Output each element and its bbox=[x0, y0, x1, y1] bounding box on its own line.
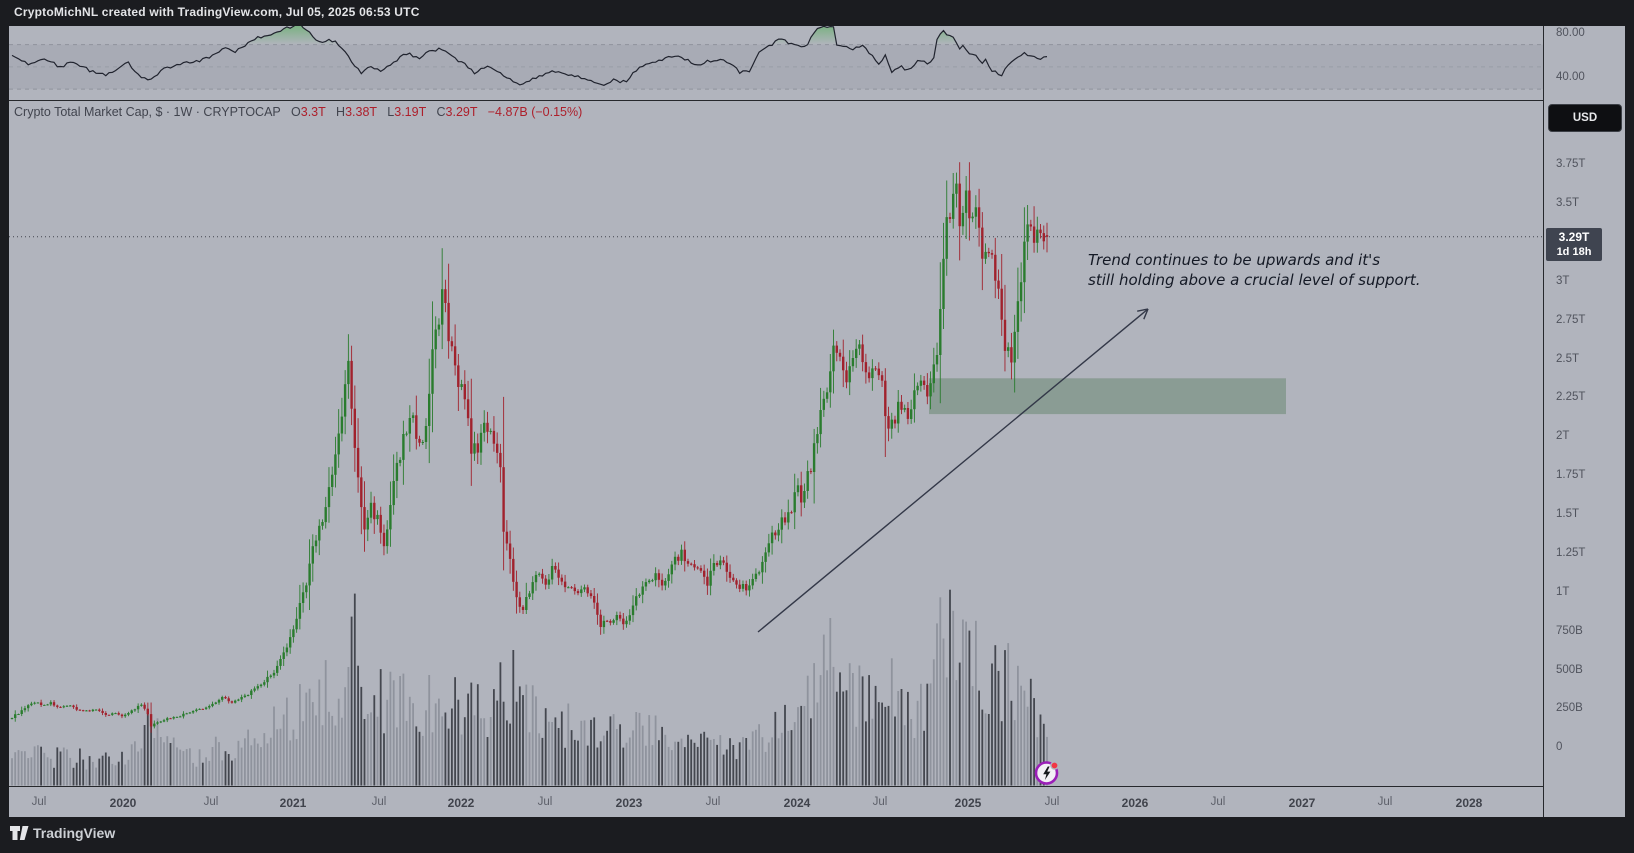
time-tick-month-label: Jul bbox=[537, 796, 553, 808]
ohlc-open-value: 3.3T bbox=[300, 105, 326, 119]
rsi-indicator-pane[interactable] bbox=[9, 26, 1543, 101]
time-tick-year-label: 2021 bbox=[279, 796, 307, 810]
ohlc-low-value: 3.19T bbox=[394, 105, 426, 119]
price-tick-label: 2.5T bbox=[1556, 352, 1580, 365]
ohlc-open-label: O bbox=[291, 105, 301, 119]
time-tick-year-label: 2028 bbox=[1455, 796, 1483, 810]
tradingview-logo-icon[interactable] bbox=[10, 826, 29, 842]
price-tick-label: 2T bbox=[1556, 430, 1570, 443]
last-price-value: 3.29T bbox=[1558, 230, 1590, 244]
tradingview-brand-text[interactable]: TradingView bbox=[33, 825, 116, 841]
bar-countdown: 1d 18h bbox=[1556, 246, 1592, 258]
time-tick-month-label: Jul bbox=[1377, 796, 1393, 808]
rsi-line bbox=[11, 26, 1048, 86]
price-tick-label: 1.75T bbox=[1556, 469, 1586, 482]
time-tick-month-label: Jul bbox=[1210, 796, 1226, 808]
main-chart-pane[interactable] bbox=[9, 101, 1543, 786]
time-tick-month-label: Jul bbox=[371, 796, 387, 808]
price-tick-label: 2.25T bbox=[1556, 391, 1586, 404]
price-tick-label: 1T bbox=[1556, 585, 1570, 598]
price-axis[interactable]: 3.75T 3.5T 3T 2.75T 2.5T 2.25T 2T 1.75T 1.5T 1.25… bbox=[1543, 26, 1625, 817]
price-tick-label: 0 bbox=[1556, 741, 1563, 754]
price-tick-label: 1.5T bbox=[1556, 508, 1580, 521]
time-tick-month-label: Jul bbox=[872, 796, 888, 808]
time-tick-month-label: Jul bbox=[31, 796, 47, 808]
candlestick-chart-svg[interactable] bbox=[9, 101, 1543, 786]
ohlc-close-label: C bbox=[436, 105, 446, 119]
time-tick-year-label: 2025 bbox=[954, 796, 982, 810]
trend-annotation-line2: still holding above a crucial level of s… bbox=[1088, 271, 1421, 289]
support-zone-drawing bbox=[929, 378, 1286, 415]
time-axis[interactable]: Jul 2020 Jul 2021 Jul 2022 Jul 2023 Jul 2024 Jul 20… bbox=[9, 786, 1543, 818]
rsi-tick-label: 40.00 bbox=[1556, 71, 1585, 83]
time-tick-year-label: 2020 bbox=[109, 796, 137, 810]
change-value: −4.87B (−0.15%) bbox=[487, 105, 583, 119]
price-tick-label: 3.75T bbox=[1556, 158, 1586, 171]
currency-toggle-button[interactable]: USD bbox=[1548, 104, 1622, 132]
ohlc-close-value: 3.29T bbox=[445, 105, 478, 119]
price-tick-label: 1.25T bbox=[1556, 546, 1586, 559]
price-tick-label: 3T bbox=[1556, 274, 1570, 287]
trend-annotation-line1: Trend continues to be upwards and it's bbox=[1088, 251, 1381, 269]
time-tick-year-label: 2022 bbox=[447, 796, 475, 810]
symbol-title: Crypto Total Market Cap, $ · 1W · CRYPTO… bbox=[14, 105, 281, 119]
time-tick-month-label: Jul bbox=[1044, 796, 1060, 808]
trend-annotation[interactable]: Trend continues to be upwards and it's s… bbox=[1088, 250, 1421, 290]
price-tick-label: 750B bbox=[1556, 624, 1583, 637]
time-tick-month-label: Jul bbox=[705, 796, 721, 808]
time-tick-year-label: 2023 bbox=[615, 796, 643, 810]
price-tick-label: 500B bbox=[1556, 663, 1583, 676]
last-price-badge: 3.29T 1d 18h bbox=[1546, 228, 1602, 261]
title-bar: CryptoMichNL created with TradingView.co… bbox=[0, 0, 1634, 26]
time-tick-year-label: 2027 bbox=[1288, 796, 1316, 810]
lightning-bubble-icon[interactable] bbox=[1034, 760, 1060, 786]
ohlc-low-label: L bbox=[387, 105, 395, 119]
footer-bar: TradingView bbox=[0, 817, 1634, 853]
symbol-legend[interactable]: Crypto Total Market Cap, $ · 1W · CRYPTO… bbox=[14, 105, 582, 119]
time-tick-month-label: Jul bbox=[203, 796, 219, 808]
rsi-tick-label: 80.00 bbox=[1556, 26, 1585, 39]
ohlc-high-value: 3.38T bbox=[345, 105, 377, 119]
price-tick-label: 250B bbox=[1556, 702, 1583, 715]
time-tick-year-label: 2024 bbox=[783, 796, 811, 810]
price-tick-label: 2.75T bbox=[1556, 313, 1586, 326]
page-title: CryptoMichNL created with TradingView.co… bbox=[14, 5, 420, 19]
ohlc-high-label: H bbox=[336, 105, 346, 119]
price-tick-label: 3.5T bbox=[1556, 197, 1580, 210]
time-tick-year-label: 2026 bbox=[1121, 796, 1149, 810]
rsi-plot-svg[interactable] bbox=[9, 26, 1543, 100]
trend-arrow-drawing bbox=[757, 308, 1149, 633]
